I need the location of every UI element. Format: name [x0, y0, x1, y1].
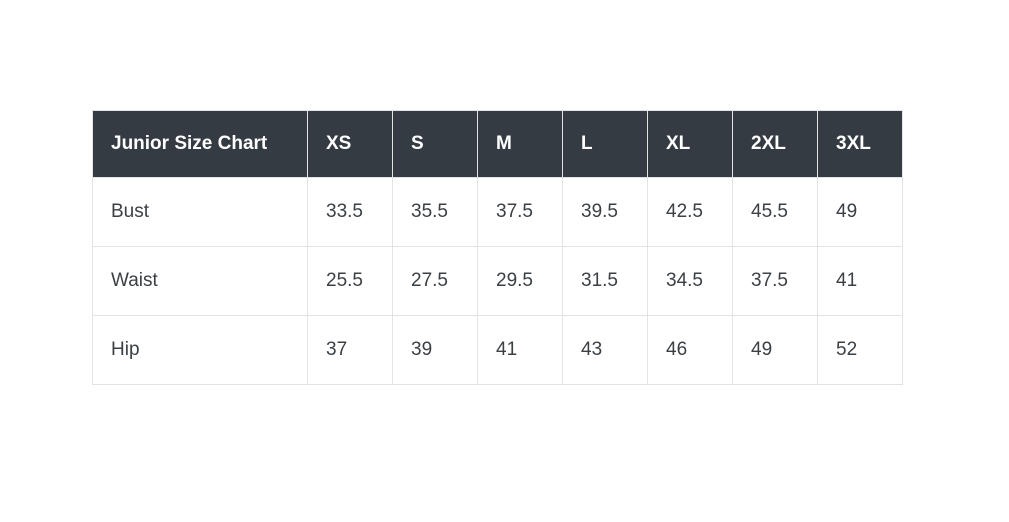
- column-header-xs: XS: [307, 110, 393, 178]
- table-cell-hip-xs: 37: [307, 315, 393, 385]
- table-cell-bust-xs: 33.5: [307, 177, 393, 247]
- table-cell-hip-s: 39: [392, 315, 478, 385]
- column-header-l: L: [562, 110, 648, 178]
- table-cell-hip-2xl: 49: [732, 315, 818, 385]
- table-cell-waist-l: 31.5: [562, 246, 648, 316]
- table-cell-hip-m: 41: [477, 315, 563, 385]
- column-header-3xl: 3XL: [817, 110, 903, 178]
- table-row-hip: Hip 37 39 41 43 46 49 52: [92, 315, 903, 385]
- table-cell-waist-3xl: 41: [817, 246, 903, 316]
- row-label-bust: Bust: [92, 177, 308, 247]
- table-cell-bust-xl: 42.5: [647, 177, 733, 247]
- table-cell-hip-l: 43: [562, 315, 648, 385]
- table-cell-waist-2xl: 37.5: [732, 246, 818, 316]
- column-header-xl: XL: [647, 110, 733, 178]
- table-cell-bust-2xl: 45.5: [732, 177, 818, 247]
- junior-size-chart-table: Junior Size Chart XS S M L XL 2XL 3XL Bu…: [92, 110, 903, 385]
- column-header-m: M: [477, 110, 563, 178]
- row-label-hip: Hip: [92, 315, 308, 385]
- column-header-s: S: [392, 110, 478, 178]
- table-cell-bust-m: 37.5: [477, 177, 563, 247]
- table-cell-hip-3xl: 52: [817, 315, 903, 385]
- table-title-cell: Junior Size Chart: [92, 110, 308, 178]
- table-row-bust: Bust 33.5 35.5 37.5 39.5 42.5 45.5 49: [92, 177, 903, 247]
- table-cell-waist-s: 27.5: [392, 246, 478, 316]
- table-cell-hip-xl: 46: [647, 315, 733, 385]
- table-cell-waist-xs: 25.5: [307, 246, 393, 316]
- table-cell-bust-3xl: 49: [817, 177, 903, 247]
- header-row: Junior Size Chart XS S M L XL 2XL 3XL: [92, 110, 903, 178]
- row-label-waist: Waist: [92, 246, 308, 316]
- table-row-waist: Waist 25.5 27.5 29.5 31.5 34.5 37.5 41: [92, 246, 903, 316]
- table-cell-bust-s: 35.5: [392, 177, 478, 247]
- table-cell-waist-xl: 34.5: [647, 246, 733, 316]
- table-cell-bust-l: 39.5: [562, 177, 648, 247]
- column-header-2xl: 2XL: [732, 110, 818, 178]
- table-cell-waist-m: 29.5: [477, 246, 563, 316]
